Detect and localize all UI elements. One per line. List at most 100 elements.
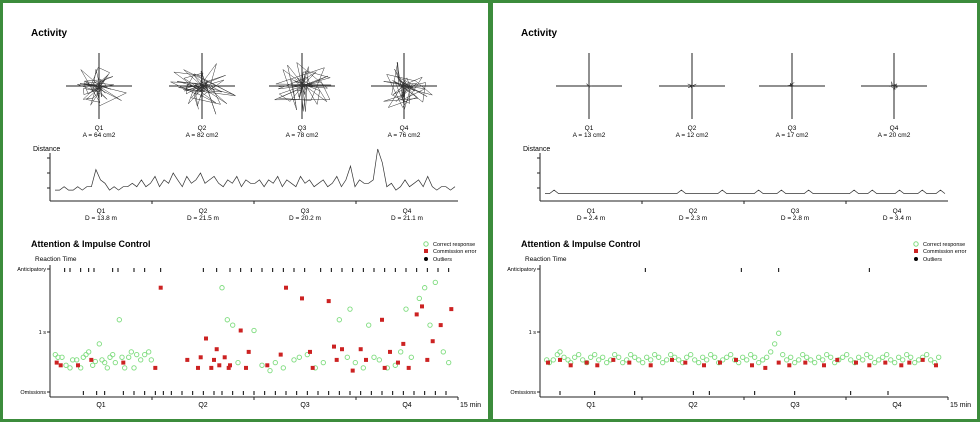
legend-outlier-marker: [424, 257, 428, 261]
trajectory-path: [586, 82, 593, 88]
quadrant-2: Q2A = 82 cm2: [169, 53, 236, 139]
correct-response-point: [565, 357, 571, 363]
commission-error-point: [920, 357, 925, 362]
correct-response-point: [808, 357, 814, 363]
correct-response-point: [336, 317, 342, 323]
quadrant-area: A = 82 cm2: [186, 132, 219, 139]
x-label-end: 15 min: [950, 402, 971, 409]
correct-response-point: [74, 357, 80, 363]
correct-response-point: [872, 359, 878, 366]
correct-response-point: [708, 351, 714, 358]
commission-error-point: [54, 360, 59, 365]
correct-response-point: [840, 354, 846, 360]
quadrant-label: Q2: [198, 125, 207, 132]
commission-error-point: [776, 360, 781, 365]
correct-response-point: [724, 354, 730, 360]
commission-error-point: [153, 365, 158, 370]
correct-response-point: [600, 354, 606, 360]
correct-response-point: [107, 354, 113, 360]
correct-response-point: [788, 354, 794, 360]
attention-title: Attention & Impulse Control: [31, 239, 151, 249]
correct-response-point: [876, 357, 882, 363]
distance-quarter-label: Q1: [587, 208, 596, 215]
correct-response-point: [780, 351, 786, 358]
correct-response-point: [116, 317, 122, 323]
commission-error-point: [822, 363, 826, 368]
right-panel: Activity Q1 A = 13 cm2 Q2 A = 12 cm2 Q3 A = 17…: [490, 0, 980, 422]
correct-response-point: [408, 354, 414, 360]
commission-error-point: [420, 304, 424, 309]
correct-response-point: [688, 351, 694, 358]
commission-error-point: [196, 365, 200, 370]
commission-error-point: [899, 363, 904, 368]
trajectory-path: [889, 81, 898, 91]
correct-response-point: [676, 357, 682, 363]
commission-error-point: [388, 349, 392, 354]
correct-response-point: [748, 351, 754, 358]
legend-outlier-label: Outliers: [923, 257, 942, 263]
correct-response-point: [347, 306, 353, 312]
x-label-quarter: Q4: [402, 402, 411, 409]
commission-error-point: [76, 363, 80, 368]
correct-response-point: [884, 351, 890, 358]
correct-response-point: [291, 357, 297, 363]
correct-response-point: [561, 354, 567, 360]
correct-response-point: [652, 351, 658, 358]
correct-response-point: [403, 306, 409, 312]
commission-error-point: [449, 307, 454, 312]
distance-title: Distance: [33, 146, 60, 153]
correct-response-point: [660, 359, 666, 366]
correct-response-point: [820, 357, 826, 363]
correct-response-point: [119, 354, 125, 360]
correct-response-point: [259, 362, 265, 368]
correct-response-point: [692, 357, 698, 363]
correct-response-point: [772, 341, 778, 347]
commission-error-point: [310, 365, 315, 370]
commission-error-point: [340, 347, 344, 352]
commission-error-point: [364, 357, 368, 362]
y-label-anticipatory: Anticipatory: [17, 267, 46, 273]
left-panel: Activity Q1 A = 64 cm2 Q2 A = 82 cm2 Q3 A = 78…: [0, 0, 491, 422]
correct-response-point: [892, 359, 898, 366]
correct-response-point: [596, 357, 602, 363]
commission-error-point: [718, 360, 722, 365]
distance-quarter-value: D = 3.4 m: [883, 215, 911, 222]
correct-response-point: [740, 354, 746, 360]
quadrant-label: Q1: [585, 125, 594, 132]
commission-error-point: [350, 368, 355, 373]
correct-response-point: [224, 317, 230, 323]
correct-response-point: [584, 359, 590, 366]
correct-response-point: [908, 354, 914, 360]
correct-response-point: [272, 359, 278, 366]
legend-correct-label: Correct response: [923, 242, 965, 248]
commission-error-point: [308, 349, 312, 354]
commission-error-point: [121, 360, 126, 365]
correct-response-point: [131, 365, 137, 371]
commission-error-point: [430, 339, 435, 344]
quadrant-label: Q2: [688, 125, 697, 132]
correct-response-point: [700, 354, 706, 360]
x-label-quarter: Q2: [688, 402, 697, 409]
x-label-quarter: Q3: [790, 402, 799, 409]
quadrant-3: Q3A = 78 cm2: [269, 53, 335, 139]
legend-commission-label: Commission error: [433, 249, 477, 255]
correct-response-point: [604, 359, 610, 366]
correct-response-point: [784, 357, 790, 363]
commission-error-point: [683, 360, 688, 365]
commission-error-point: [627, 360, 632, 365]
correct-response-point: [557, 349, 563, 355]
correct-response-point: [371, 354, 377, 360]
correct-response-point: [572, 354, 578, 360]
correct-response-point: [888, 357, 894, 363]
distance-quarter-label: Q3: [791, 208, 800, 215]
correct-response-point: [440, 349, 446, 355]
correct-response-point: [816, 354, 822, 360]
distance-quarter-value: D = 20.2 m: [289, 215, 321, 222]
correct-response-point: [756, 359, 762, 366]
correct-response-point: [134, 351, 140, 358]
y-label-anticipatory: Anticipatory: [507, 267, 536, 273]
correct-response-point: [122, 365, 128, 371]
legend-commission-marker: [424, 249, 428, 253]
correct-response-point: [768, 349, 774, 355]
correct-response-point: [916, 357, 922, 363]
